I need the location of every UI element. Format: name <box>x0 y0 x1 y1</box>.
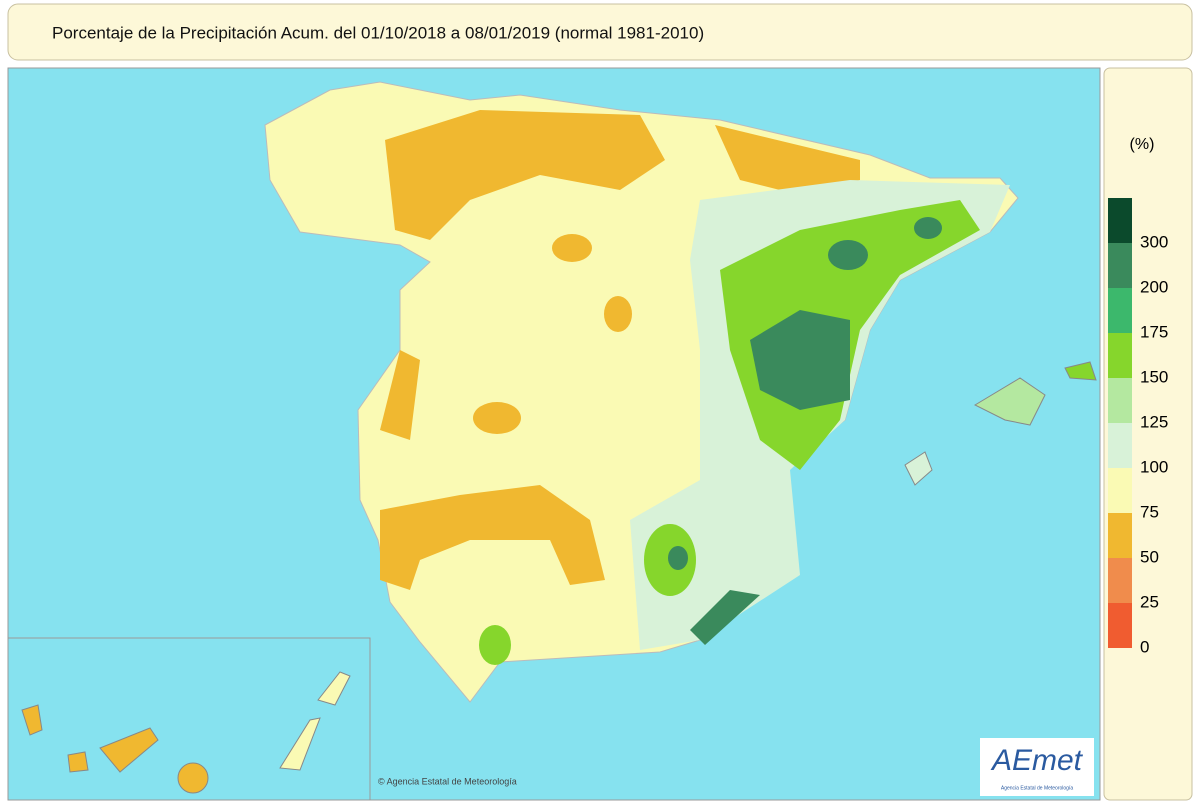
legend-label: 100 <box>1140 457 1168 476</box>
dry-spot <box>473 402 521 434</box>
wet-east-3 <box>750 310 850 410</box>
legend-label: 175 <box>1140 322 1168 341</box>
legend-swatch <box>1108 423 1132 468</box>
logo-box <box>980 738 1094 796</box>
island <box>177 762 209 794</box>
island <box>279 717 321 771</box>
island <box>21 704 43 736</box>
wet-southeast <box>690 590 760 645</box>
dry-north <box>385 110 860 240</box>
legend-label: 200 <box>1140 277 1168 296</box>
legend-unit: (%) <box>1130 136 1155 153</box>
title: Porcentaje de la Precipitación Acum. del… <box>52 23 704 42</box>
wet-spot <box>668 546 688 570</box>
legend-label: 125 <box>1140 412 1168 431</box>
legend-label: 75 <box>1140 502 1159 521</box>
canary-islands <box>21 671 351 794</box>
legend-swatch <box>1108 243 1132 288</box>
legend-label: 150 <box>1140 367 1168 386</box>
spain <box>264 81 1097 703</box>
island <box>317 671 351 706</box>
ibiza <box>904 451 933 486</box>
legend-swatch <box>1108 468 1132 513</box>
title-box <box>7 3 1193 61</box>
dry-south <box>380 350 605 590</box>
legend-swatch <box>1108 288 1132 333</box>
legend-swatch <box>1108 333 1132 378</box>
dry-spot <box>552 234 592 262</box>
logo-subtitle: Agencia Estatal de Meteorología <box>1001 785 1073 791</box>
legend-swatch <box>1108 603 1132 648</box>
logo: AEmet <box>990 744 1084 777</box>
legend-label: 25 <box>1140 592 1159 611</box>
mallorca <box>973 377 1046 426</box>
wet-spot <box>914 217 942 239</box>
legend-swatch <box>1108 378 1132 423</box>
wet-spot <box>828 240 868 270</box>
legend-swatch <box>1108 513 1132 558</box>
legend-label: 300 <box>1140 232 1168 251</box>
wet-spot <box>479 625 511 665</box>
legend-label: 50 <box>1140 547 1159 566</box>
legend: 300 200 175 150 125 100 75 50 25 0 <box>1108 198 1168 656</box>
credit: © Agencia Estatal de Meteorología <box>378 776 517 786</box>
island <box>99 727 159 773</box>
legend-label: 0 <box>1140 637 1149 656</box>
legend-swatch <box>1108 558 1132 603</box>
dry-spot <box>604 296 632 332</box>
legend-swatch <box>1108 198 1132 243</box>
menorca <box>1064 361 1097 381</box>
island <box>67 751 89 773</box>
